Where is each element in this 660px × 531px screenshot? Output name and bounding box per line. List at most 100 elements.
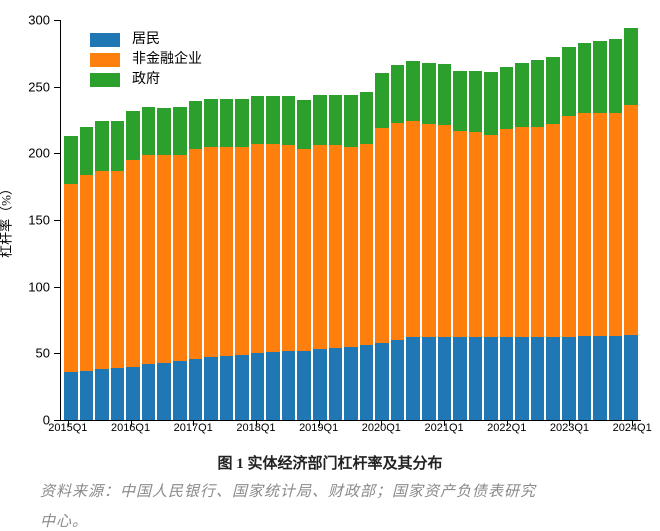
x-tick [131,420,132,426]
seg-government [173,107,187,155]
seg-government [204,99,218,147]
seg-households [609,336,623,420]
seg-nonfin-corp [126,160,140,367]
seg-households [157,363,171,420]
bar [251,20,265,420]
seg-government [562,47,576,116]
seg-households [531,337,545,420]
y-tick-label: 200 [0,146,50,161]
seg-government [453,71,467,131]
seg-government [515,63,529,127]
seg-nonfin-corp [173,155,187,362]
seg-government [80,127,94,175]
bar [406,20,420,420]
y-tick-label: 150 [0,213,50,228]
seg-government [546,57,560,124]
seg-government [95,121,109,170]
x-tick [193,420,194,426]
seg-households [360,345,374,420]
seg-households [173,361,187,420]
seg-nonfin-corp [515,127,529,338]
seg-households [500,337,514,420]
seg-government [142,107,156,155]
bar [469,20,483,420]
seg-government [500,67,514,130]
bar [609,20,623,420]
bar [220,20,234,420]
seg-households [282,351,296,420]
seg-nonfin-corp [469,132,483,337]
x-tick-labels: 2015Q12016Q12017Q12018Q12019Q12020Q12021… [60,422,640,440]
seg-government [609,39,623,114]
seg-nonfin-corp [251,144,265,353]
seg-households [266,352,280,420]
seg-government [375,73,389,128]
seg-households [64,372,78,420]
legend-label: 非金融企业 [132,50,202,70]
y-tick-label: 0 [0,413,50,428]
x-tick [256,420,257,426]
seg-government [297,100,311,149]
legend-item: 非金融企业 [90,50,202,70]
seg-nonfin-corp [593,113,607,336]
x-tick [68,420,69,426]
figure-container: 杠杆率（%） 居民非金融企业政府 2015Q12016Q12017Q12018Q… [0,0,660,531]
seg-government [64,136,78,184]
seg-households [562,337,576,420]
seg-households [313,349,327,420]
bar [266,20,280,420]
seg-households [251,353,265,420]
bar [282,20,296,420]
seg-households [142,364,156,420]
seg-nonfin-corp [235,147,249,355]
seg-nonfin-corp [546,124,560,337]
bar [593,20,607,420]
seg-households [297,351,311,420]
y-tick [54,287,60,288]
legend-swatch [90,53,120,67]
seg-nonfin-corp [297,149,311,350]
y-tick [54,20,60,21]
y-tick-label: 50 [0,346,50,361]
seg-households [204,357,218,420]
seg-households [391,340,405,420]
seg-nonfin-corp [189,149,203,358]
bar [329,20,343,420]
y-tick-label: 300 [0,13,50,28]
legend-label: 居民 [132,30,160,50]
seg-households [235,355,249,420]
seg-households [344,347,358,420]
seg-households [406,337,420,420]
seg-nonfin-corp [204,147,218,358]
seg-nonfin-corp [142,155,156,364]
bar [344,20,358,420]
bar [313,20,327,420]
y-tick [54,420,60,421]
bar [297,20,311,420]
x-tick [632,420,633,426]
bar [624,20,638,420]
seg-nonfin-corp [438,125,452,337]
bar [546,20,560,420]
bar [375,20,389,420]
seg-government [189,101,203,149]
y-tick [54,220,60,221]
seg-households [126,367,140,420]
seg-nonfin-corp [578,113,592,336]
seg-government [578,43,592,114]
seg-nonfin-corp [500,129,514,337]
bar [438,20,452,420]
bar [453,20,467,420]
seg-government [624,28,638,105]
seg-government [235,99,249,147]
seg-households [593,336,607,420]
y-tick [54,153,60,154]
bar [360,20,374,420]
seg-households [375,343,389,420]
seg-households [329,348,343,420]
seg-nonfin-corp [375,128,389,343]
seg-households [80,371,94,420]
seg-government [266,96,280,144]
legend-item: 居民 [90,30,202,50]
seg-nonfin-corp [313,145,327,349]
